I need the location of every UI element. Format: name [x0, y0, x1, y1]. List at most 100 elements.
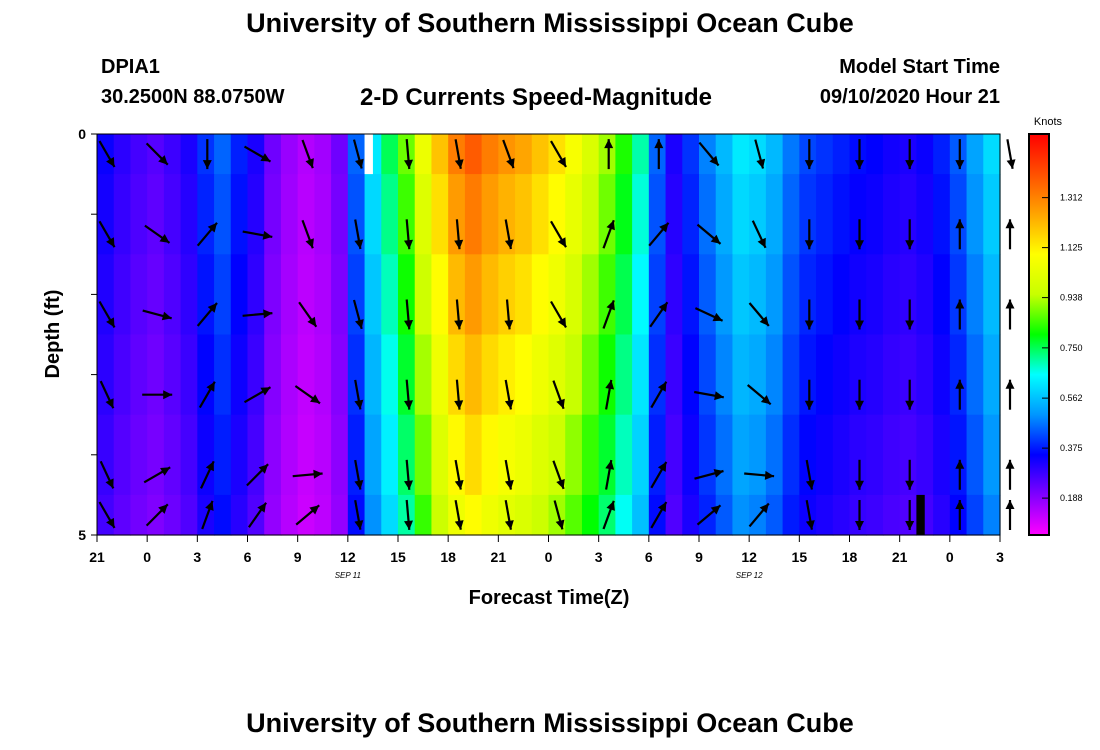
current-arrow — [648, 222, 670, 247]
heatmap-cell — [515, 334, 533, 416]
heatmap-cell — [816, 134, 834, 175]
heatmap-cell — [464, 414, 483, 496]
current-arrow — [354, 379, 364, 410]
heatmap-cell — [866, 414, 884, 496]
heatmap-cell — [230, 334, 249, 416]
current-arrow — [1005, 299, 1015, 330]
heatmap-cell — [364, 174, 382, 255]
heatmap-cell — [414, 134, 433, 175]
vector-arrows — [98, 139, 1016, 530]
heatmap-cell — [113, 174, 132, 255]
heatmap-cell — [97, 414, 115, 496]
heatmap-cell — [598, 414, 616, 496]
heatmap-cell — [782, 334, 800, 416]
heatmap-cell — [280, 414, 299, 496]
heatmap-cell — [983, 414, 1001, 496]
current-arrow — [855, 379, 864, 410]
current-arrow — [855, 299, 864, 330]
heatmap-cell — [464, 254, 483, 336]
heatmap-cell — [682, 254, 700, 336]
heatmap-cell — [565, 134, 583, 175]
heatmap-cell — [448, 334, 466, 416]
current-arrow — [744, 470, 775, 480]
heatmap-cell — [230, 174, 249, 255]
y-tick-label: 0 — [78, 126, 86, 142]
heatmap-cell — [314, 254, 332, 336]
current-arrow — [604, 139, 614, 170]
heatmap-cell — [431, 134, 449, 175]
heatmap-cell — [214, 334, 232, 416]
heatmap-cell — [448, 174, 466, 255]
heatmap-cell — [113, 254, 132, 336]
heatmap-cell — [113, 494, 132, 536]
heatmap-cell — [431, 254, 449, 336]
current-arrow — [754, 139, 766, 169]
current-arrow — [404, 139, 413, 170]
x-tick-label: 0 — [143, 549, 151, 565]
current-arrow — [404, 299, 413, 330]
heatmap-cell — [314, 334, 332, 416]
current-arrow — [955, 299, 965, 330]
heatmap-cell — [381, 334, 399, 416]
current-arrow — [696, 504, 722, 526]
heatmap-cell — [816, 414, 834, 496]
heatmap-cell — [899, 174, 917, 255]
heatmap-cell — [699, 334, 717, 416]
current-arrow — [404, 459, 413, 490]
heatmap-cell — [565, 174, 583, 255]
current-arrow — [144, 224, 171, 244]
heatmap-cell — [531, 414, 550, 496]
heatmap-cell — [548, 334, 566, 416]
heatmap-cell — [130, 134, 148, 175]
heatmap-cell — [966, 494, 984, 536]
x-tick-label: 12 — [741, 549, 757, 565]
colorbar-unit: Knots — [1034, 116, 1063, 128]
heatmap-cell — [280, 334, 299, 416]
current-arrow — [243, 145, 272, 163]
heatmap-cell — [949, 174, 968, 255]
current-arrow — [454, 139, 464, 169]
heatmap-cell — [531, 254, 550, 336]
heatmap-cell — [197, 254, 215, 336]
current-arrow — [855, 139, 864, 170]
heatmap-cell — [949, 254, 968, 336]
current-arrow — [805, 459, 815, 490]
x-tick-label: 21 — [89, 549, 105, 565]
heatmap-cell — [899, 494, 917, 536]
current-arrow — [242, 230, 273, 240]
current-arrow — [905, 299, 915, 330]
current-arrow — [292, 469, 323, 479]
heatmap-cell — [715, 134, 734, 175]
heatmap-cell — [916, 254, 934, 336]
heatmap-cell — [515, 414, 533, 496]
heatmap-cell — [431, 494, 449, 536]
heatmap-cell — [247, 254, 265, 336]
heatmap-cell — [615, 414, 633, 496]
heatmap-cell — [933, 174, 951, 255]
heatmap-cell — [782, 134, 800, 175]
heatmap-cell — [147, 174, 165, 255]
heatmap-cell — [180, 134, 198, 175]
heatmap-cell — [866, 174, 884, 255]
marker-column — [364, 134, 373, 175]
current-arrow — [454, 500, 464, 530]
current-arrow — [142, 390, 173, 400]
heatmap-cell — [949, 134, 968, 175]
heatmap-cell — [331, 334, 349, 416]
current-arrow — [751, 220, 767, 249]
current-arrow — [404, 499, 413, 530]
heatmap-cell — [983, 254, 1001, 336]
heatmap-cell — [699, 254, 717, 336]
heatmap-cell — [749, 134, 767, 175]
current-arrow — [246, 463, 269, 487]
heatmap-cell — [364, 414, 382, 496]
current-arrow — [650, 461, 668, 489]
heatmap-cell — [849, 174, 867, 255]
heatmap-cell — [816, 254, 834, 336]
colorbar-scale — [1028, 133, 1050, 536]
heatmap-cell — [665, 134, 683, 175]
heatmap-cell — [297, 414, 315, 496]
colorbar-tick-label: 0.375 — [1060, 443, 1083, 453]
current-arrow — [553, 500, 565, 530]
current-arrow — [602, 300, 615, 329]
